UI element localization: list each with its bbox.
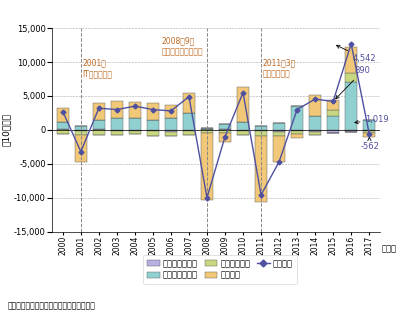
Bar <box>129 102 141 118</box>
Bar <box>57 130 69 134</box>
Bar <box>363 130 375 131</box>
Bar <box>147 130 159 131</box>
Bar <box>165 130 177 132</box>
Text: 890: 890 <box>336 66 371 99</box>
Bar <box>345 47 357 73</box>
Text: 4,542: 4,542 <box>336 45 376 63</box>
Bar <box>309 95 321 116</box>
Bar <box>219 133 231 142</box>
Bar <box>57 107 69 122</box>
Bar <box>75 131 87 135</box>
Bar <box>111 118 123 130</box>
Text: 2008年9月
リーマン・ショック: 2008年9月 リーマン・ショック <box>162 36 204 56</box>
Bar <box>201 128 213 129</box>
Bar <box>255 131 267 136</box>
Y-axis label: （10億円）: （10億円） <box>2 113 11 146</box>
Bar <box>147 103 159 121</box>
Bar <box>255 130 267 131</box>
Bar <box>345 73 357 82</box>
Bar <box>237 131 249 135</box>
Bar <box>183 93 195 113</box>
Bar <box>111 130 123 131</box>
Bar <box>363 131 375 133</box>
Bar <box>327 130 339 133</box>
Text: 資料：財務省「国際収支統計」から作成。: 資料：財務省「国際収支統計」から作成。 <box>8 301 96 310</box>
Bar <box>57 129 69 130</box>
Bar <box>93 130 105 135</box>
Bar <box>237 87 249 122</box>
Bar <box>129 118 141 130</box>
Bar <box>183 131 195 135</box>
Bar <box>75 135 87 162</box>
Bar <box>255 136 267 202</box>
Legend: 第二次所得収支, 第一次所得収支, サービス収支, 購易収支, 経常収支: 第二次所得収支, 第一次所得収支, サービス収支, 購易収支, 経常収支 <box>143 255 297 284</box>
Bar <box>93 103 105 120</box>
Bar <box>201 129 213 130</box>
Bar <box>309 130 321 132</box>
Bar <box>291 131 303 134</box>
Bar <box>363 133 375 137</box>
Text: 1,019: 1,019 <box>355 115 389 124</box>
Bar <box>129 131 141 134</box>
Bar <box>201 130 213 133</box>
Bar <box>75 130 87 131</box>
Bar <box>291 130 303 131</box>
Bar <box>57 122 69 129</box>
Bar <box>345 82 357 130</box>
Bar <box>327 100 339 110</box>
Bar <box>147 121 159 130</box>
Bar <box>273 136 285 162</box>
Text: -562: -562 <box>360 137 379 151</box>
Bar <box>327 116 339 130</box>
Bar <box>165 105 177 118</box>
Bar <box>111 131 123 135</box>
Bar <box>219 125 231 129</box>
Bar <box>183 113 195 130</box>
Bar <box>219 130 231 133</box>
Bar <box>183 130 195 131</box>
Text: （年）: （年） <box>382 245 397 254</box>
Bar <box>93 120 105 129</box>
Bar <box>111 101 123 118</box>
Bar <box>219 129 231 130</box>
Bar <box>363 120 375 130</box>
Bar <box>327 110 339 116</box>
Bar <box>255 126 267 130</box>
Bar <box>75 126 87 130</box>
Bar <box>309 132 321 135</box>
Bar <box>273 130 285 132</box>
Bar <box>291 134 303 138</box>
Bar <box>237 130 249 131</box>
Text: 2011年3月
東日本大震災: 2011年3月 東日本大震災 <box>263 59 296 79</box>
Bar <box>129 130 141 131</box>
Bar <box>237 122 249 130</box>
Bar <box>273 132 285 136</box>
Bar <box>273 123 285 130</box>
Bar <box>165 132 177 136</box>
Bar <box>147 131 159 136</box>
Bar <box>345 130 357 132</box>
Text: 2001年
ITバブル崩壊: 2001年 ITバブル崩壊 <box>83 59 113 79</box>
Bar <box>165 118 177 130</box>
Bar <box>309 116 321 130</box>
Bar <box>93 129 105 130</box>
Bar <box>201 133 213 200</box>
Bar <box>291 106 303 130</box>
